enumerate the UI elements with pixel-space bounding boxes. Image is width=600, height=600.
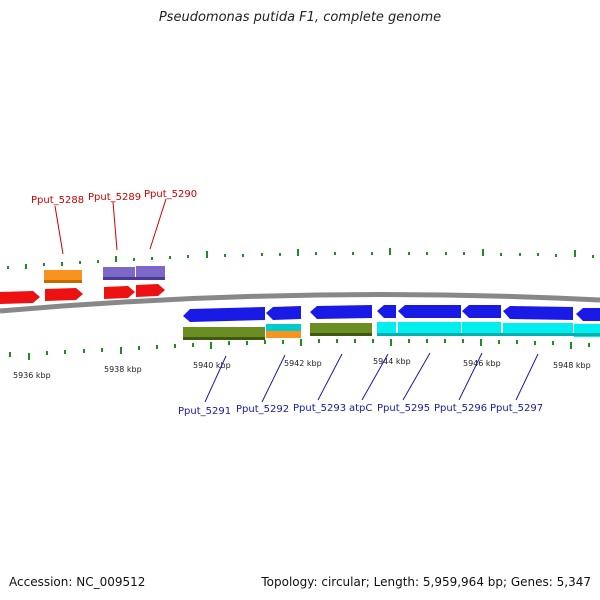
top-ticks	[7, 248, 594, 269]
top-gene-labels: Pput_5288 Pput_5289 Pput_5290	[31, 189, 197, 206]
top-strand-genes	[0, 266, 165, 304]
gene-pput-5297-blue[interactable]	[503, 306, 573, 320]
gene-atpc-blue[interactable]	[377, 305, 396, 318]
gene-pput-5297-cyan[interactable]	[503, 323, 573, 336]
genome-title: Pseudomonas putida F1, complete genome	[158, 10, 442, 25]
leader-line	[458, 352, 483, 401]
genome-summary-text: Topology: circular; Length: 5,959,964 bp…	[261, 575, 591, 589]
bottom-gene-labels: Pput_5291 Pput_5292 Pput_5293 atpC Pput_…	[178, 403, 543, 417]
gene-shade	[377, 333, 600, 336]
gene-pput-5292-orange[interactable]	[266, 331, 301, 338]
leader-line	[54, 205, 64, 255]
gene-pput-5288-red[interactable]	[45, 288, 83, 301]
gene-pput-5290-purple[interactable]	[136, 266, 165, 279]
bottom-ticks	[9, 339, 590, 360]
gene-shade	[310, 333, 372, 336]
gene-label-pput-5288[interactable]: Pput_5288	[31, 195, 84, 206]
leader-line	[402, 352, 431, 401]
gene-atpc-cyan[interactable]	[377, 322, 396, 335]
leader-line	[515, 353, 539, 401]
gene-pput-5296-blue[interactable]	[462, 305, 501, 318]
gene-pput-5289-red[interactable]	[104, 286, 135, 299]
leader-line	[317, 353, 343, 401]
accession-text: Accession: NC_009512	[9, 575, 146, 589]
axis-label: 5938 kbp	[104, 365, 142, 374]
axis-label: 5944 kbp	[373, 357, 411, 366]
bottom-strand-features	[183, 322, 600, 340]
gene-label-pput-5291[interactable]: Pput_5291	[178, 406, 231, 417]
axis-label: 5936 kbp	[13, 371, 51, 380]
gene-shade	[183, 337, 265, 340]
gene-shade	[44, 280, 82, 283]
leader-line	[149, 198, 167, 250]
axis-label: 5942 kbp	[284, 359, 322, 368]
axis-labels: 5936 kbp 5938 kbp 5940 kbp 5942 kbp 5944…	[13, 357, 591, 380]
bottom-label-leaders	[204, 352, 539, 403]
gene-pput-5292-blue[interactable]	[266, 306, 301, 320]
gene-label-pput-5296[interactable]: Pput_5296	[434, 403, 487, 414]
gene-pput-5293-olive[interactable]	[310, 323, 372, 336]
leader-line	[261, 354, 286, 403]
gene-pput-5296-cyan[interactable]	[462, 322, 501, 335]
axis-label: 5946 kbp	[463, 359, 501, 368]
axis-label: 5948 kbp	[553, 361, 591, 370]
gene-pput-5292-cyan[interactable]	[266, 324, 301, 331]
gene-pput-5295-cyan[interactable]	[398, 322, 461, 335]
axis-label: 5940 kbp	[193, 361, 231, 370]
gene-pput-5289-purple[interactable]	[103, 267, 135, 280]
gene-label-pput-5293[interactable]: Pput_5293	[293, 403, 346, 414]
gene-label-pput-5289[interactable]: Pput_5289	[88, 192, 141, 203]
gene-pput-5295-blue[interactable]	[398, 305, 461, 318]
gene-pput-5291-olive[interactable]	[183, 327, 265, 340]
gene-blue-arrow-right-edge[interactable]	[576, 308, 600, 321]
gene-pput-5288-orange[interactable]	[44, 270, 82, 283]
gene-label-atpc[interactable]: atpC	[349, 403, 372, 414]
genome-backbone	[0, 292, 600, 314]
gene-label-pput-5297[interactable]: Pput_5297	[490, 403, 543, 414]
gene-red-arrow[interactable]	[0, 291, 40, 304]
gene-label-pput-5295[interactable]: Pput_5295	[377, 403, 430, 414]
leader-line	[112, 201, 118, 251]
gene-pput-5293-blue[interactable]	[310, 305, 372, 319]
gene-pput-5291-blue[interactable]	[183, 307, 265, 322]
gene-pput-5290-red[interactable]	[136, 284, 165, 297]
gene-label-pput-5290[interactable]: Pput_5290	[144, 189, 197, 200]
gene-label-pput-5292[interactable]: Pput_5292	[236, 404, 289, 415]
top-label-leaders	[54, 198, 167, 255]
gene-shade	[103, 277, 165, 280]
bottom-strand-genes	[183, 305, 600, 322]
leader-line	[204, 355, 227, 403]
leader-line	[361, 353, 389, 401]
